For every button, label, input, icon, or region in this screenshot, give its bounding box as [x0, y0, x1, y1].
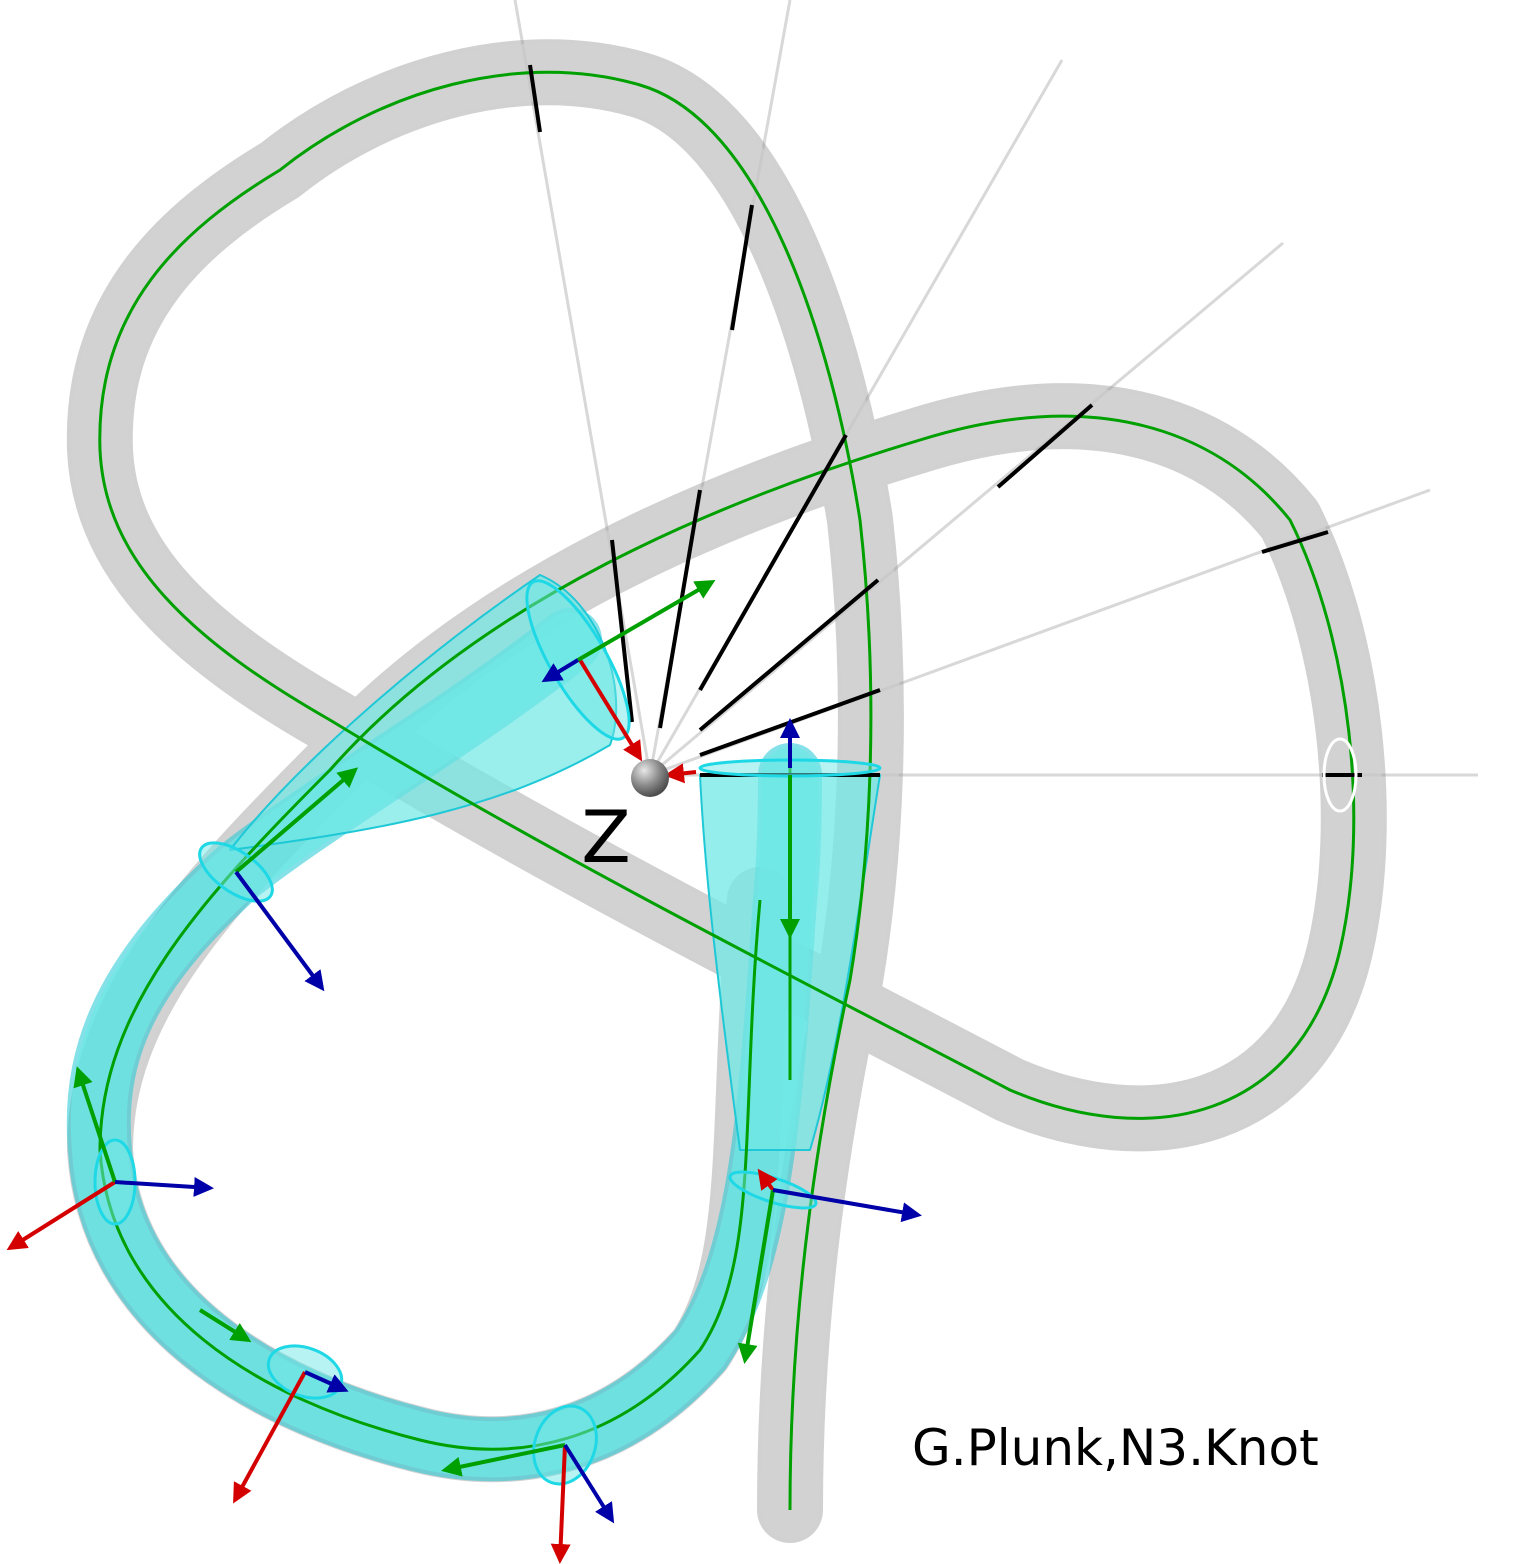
green-arrow-left-bottom [198, 1308, 252, 1343]
ray-4 [649, 241, 1284, 777]
marker-9 [698, 578, 880, 732]
frame-arrows [6, 579, 922, 1564]
red-arrow-origin [664, 763, 697, 784]
blue-arrow-left [114, 1177, 214, 1197]
section-ellipse-8 [1322, 737, 1358, 813]
marker-3 [996, 403, 1094, 489]
blue-arrow-right [772, 1188, 922, 1223]
axis-label-z: Z [581, 795, 630, 879]
blue-arrow-bottom-left [304, 1370, 349, 1393]
axis-curve [98, 70, 1356, 1511]
marker-4 [1261, 530, 1329, 554]
green-arrow-bottom [441, 1443, 566, 1477]
red-arrow-left [6, 1180, 117, 1251]
green-arrow-upper [576, 579, 716, 662]
red-arrow-right [757, 1168, 778, 1192]
red-arrow-bottom-left [233, 1371, 307, 1504]
blue-arrow-bottom [563, 1443, 615, 1524]
blue-arrow-upper [541, 658, 580, 683]
green-arrow-mid [234, 767, 359, 874]
red-arrow-bottom [550, 1444, 571, 1564]
blue-arrow-mid [234, 870, 325, 992]
marker-2 [730, 204, 754, 331]
credit-label: G.Plunk,N3.Knot [912, 1419, 1319, 1477]
red-arrow-upper [578, 658, 643, 762]
green-arrow-right [737, 1189, 775, 1364]
marker-8 [698, 434, 848, 691]
marker-1 [528, 64, 542, 133]
sphere-icon [631, 759, 669, 797]
ray-1 [513, 0, 652, 776]
marker-7 [658, 489, 702, 729]
marker-6 [610, 539, 634, 723]
green-arrow-left [73, 1066, 117, 1183]
